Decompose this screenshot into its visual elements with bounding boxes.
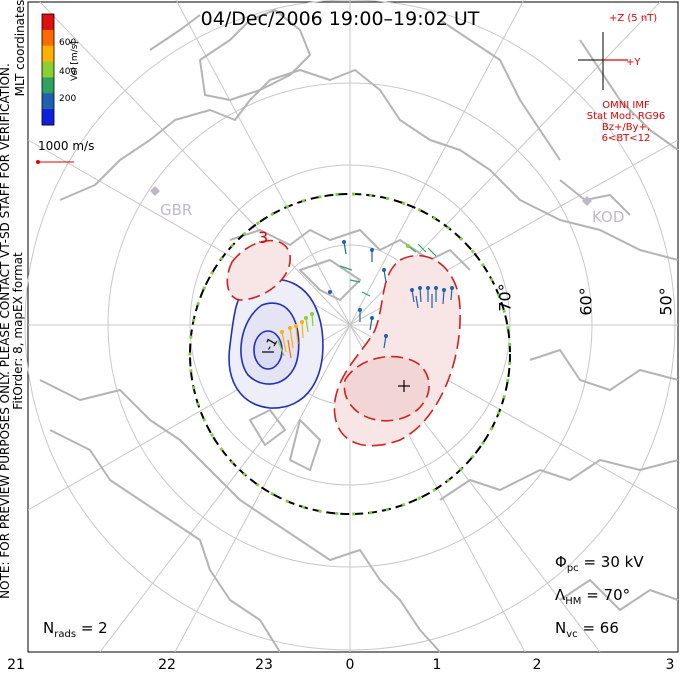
colorbar-segment — [42, 109, 54, 126]
plot-frame — [27, 1, 679, 653]
imf-stat-mod: Stat Mod: RG96 — [586, 111, 666, 122]
imf-info: OMNI IMF Stat Mod: RG96 Bz+/By+, 6<BT<12 — [578, 100, 674, 144]
scale-vector — [36, 160, 74, 164]
vector-origins — [328, 240, 454, 338]
latitude-label-60: 60° — [576, 287, 596, 316]
colorbar-segment — [42, 93, 54, 110]
velocity-colorbar — [42, 14, 54, 126]
hm-boundary — [189, 193, 511, 515]
imf-z-label: +Z (5 nT) — [609, 13, 658, 24]
colorbar-segment — [42, 14, 54, 31]
latitude-label-50: 50° — [656, 287, 676, 316]
colorbar-tick: 600 — [59, 38, 77, 48]
imf-condition: Bz+/By+, 6<BT<12 — [601, 122, 651, 144]
radar-count: Nrads = 2 — [43, 619, 108, 640]
potential-max-marker — [398, 380, 410, 392]
station-marker-gbr — [150, 186, 160, 196]
mlt-label-3: 3 — [665, 657, 675, 673]
imf-dial — [578, 32, 628, 90]
hm-boundary-overlay — [188, 192, 512, 516]
scale-vector-label: 1000 m/s — [38, 139, 95, 153]
cross-polar-potential: Φpc = 30 kV — [555, 553, 644, 574]
mlt-label-23: 23 — [255, 657, 273, 673]
map-title: 04/Dec/2006 19:00–19:02 UT — [200, 8, 480, 30]
vector-count: Nvc = 66 — [555, 619, 619, 640]
mlt-label-21: 21 — [7, 657, 25, 673]
latitude-label-70: 70° — [495, 283, 515, 312]
hm-latitude: ΛHM = 70° — [555, 586, 631, 607]
station-label-gbr: GBR — [160, 201, 193, 219]
imf-source: OMNI IMF — [602, 100, 650, 111]
positive-potential-cell — [226, 239, 461, 447]
colorbar-segment — [42, 61, 54, 78]
negative-potential-cell — [228, 278, 324, 409]
colorbar-segment — [42, 77, 54, 94]
colorbar-segment — [42, 29, 54, 47]
mlt-label-22: 22 — [158, 657, 176, 673]
mlt-label-0: 0 — [345, 657, 355, 673]
colorbar-segment — [42, 45, 54, 63]
imf-y-label: +Y — [626, 57, 641, 68]
velocity-vectors — [277, 241, 453, 359]
mlt-label-2: 2 — [532, 657, 542, 673]
contour-label-positive: 3 — [258, 228, 269, 247]
coordinates-label: MLT coordinates — [13, 0, 27, 97]
colorbar-tick: 400 — [59, 67, 77, 77]
mlt-label-1: 1 — [432, 657, 442, 673]
station-marker-kod — [582, 196, 592, 206]
colorbar-tick: 200 — [59, 94, 77, 104]
station-label-kod: KOD — [592, 208, 625, 226]
